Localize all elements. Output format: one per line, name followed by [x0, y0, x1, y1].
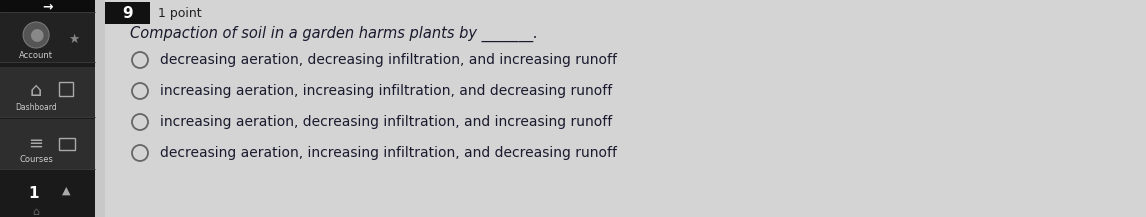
Text: Courses: Courses: [19, 156, 53, 164]
Bar: [95, 0, 105, 217]
Text: increasing aeration, decreasing infiltration, and increasing runoff: increasing aeration, decreasing infiltra…: [160, 115, 612, 129]
Bar: [58, 82, 73, 96]
Text: ★: ★: [69, 33, 80, 46]
Bar: [0, 0, 95, 12]
Bar: [0, 119, 95, 169]
Text: ⌂: ⌂: [30, 81, 42, 100]
Text: ≡: ≡: [29, 135, 44, 153]
Text: decreasing aeration, increasing infiltration, and decreasing runoff: decreasing aeration, increasing infiltra…: [160, 146, 617, 160]
Bar: [0, 0, 95, 217]
Text: →: →: [42, 0, 53, 13]
Text: Account: Account: [19, 51, 53, 59]
Text: ●: ●: [29, 26, 44, 44]
Text: Compaction of soil in a garden harms plants by _______.: Compaction of soil in a garden harms pla…: [129, 26, 537, 42]
Text: decreasing aeration, decreasing infiltration, and increasing runoff: decreasing aeration, decreasing infiltra…: [160, 53, 617, 67]
Bar: [0, 172, 95, 217]
Text: 1: 1: [28, 186, 39, 202]
Bar: [0, 67, 95, 117]
Bar: [105, 2, 150, 24]
Text: increasing aeration, increasing infiltration, and decreasing runoff: increasing aeration, increasing infiltra…: [160, 84, 612, 98]
Text: 1 point: 1 point: [158, 7, 202, 20]
Text: ⌂: ⌂: [32, 207, 40, 217]
Text: Dashboard: Dashboard: [15, 102, 57, 112]
Bar: [58, 138, 74, 150]
Bar: [0, 12, 95, 62]
Text: 9: 9: [123, 5, 133, 20]
Circle shape: [23, 22, 49, 48]
Text: ▲: ▲: [62, 186, 71, 196]
